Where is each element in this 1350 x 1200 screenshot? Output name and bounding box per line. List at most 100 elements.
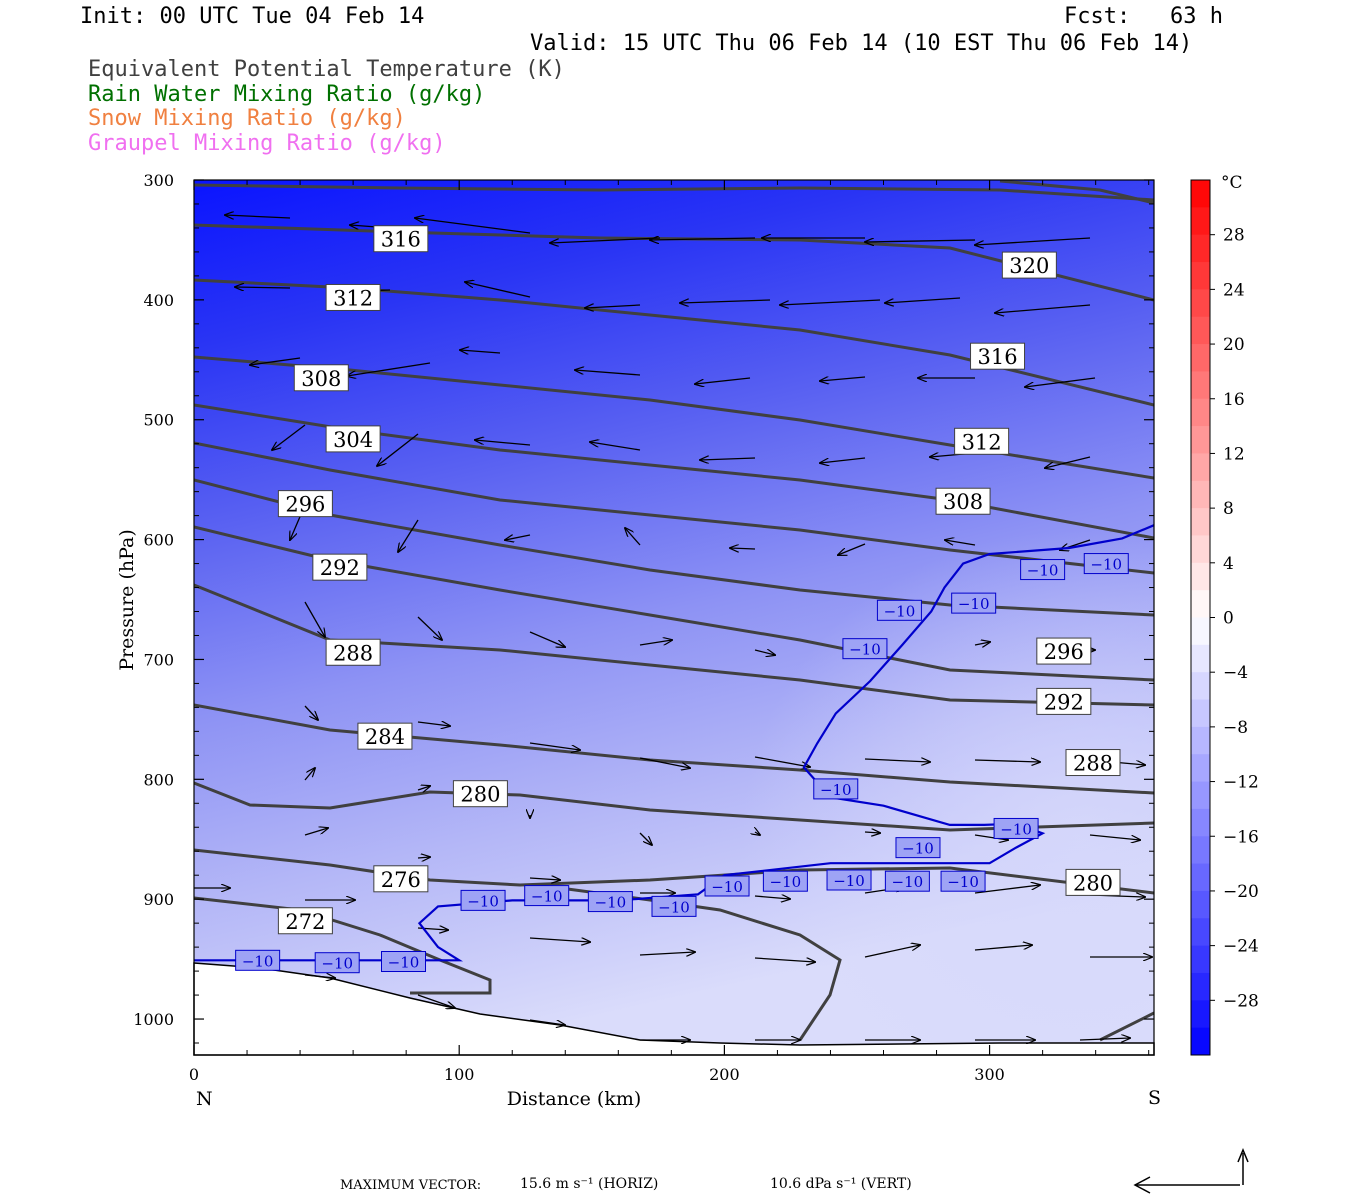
colorbar-swatch	[1191, 617, 1210, 646]
wind-vector	[974, 945, 1032, 951]
x-tick-label: 200	[709, 1065, 740, 1084]
isotherm-label-box	[884, 870, 930, 892]
theta-e-label-box	[293, 364, 349, 392]
theta-e-label-box	[954, 427, 1010, 455]
wind-vector	[529, 1019, 565, 1025]
isotherm-label-box	[762, 870, 808, 892]
wind-vector	[975, 237, 1091, 245]
y-tick-label: 300	[143, 171, 174, 190]
y-tick-label: 500	[143, 411, 174, 430]
wind-vector	[754, 896, 790, 899]
wind-vector	[1025, 377, 1096, 387]
isotherm-label: −10	[958, 595, 990, 613]
wind-vector	[1089, 834, 1140, 840]
wind-vector	[590, 442, 641, 451]
wind-vector	[1079, 1038, 1130, 1040]
wind-vector	[529, 878, 560, 880]
colorbar-swatch	[1191, 508, 1210, 536]
wind-vector	[475, 440, 531, 446]
colorbar-tick-label: 24	[1223, 280, 1245, 300]
theta-e-contour	[194, 183, 1154, 202]
theta-e-label: 292	[320, 556, 360, 580]
x-tick-label: 100	[444, 1065, 475, 1084]
isotherm-label-box	[940, 870, 986, 892]
theta-e-contour	[559, 886, 842, 1041]
axes: 300 400 500 600 700 800 900 1000 0 100 200 300 Dista…	[116, 171, 1161, 1110]
colorbar-swatch	[1191, 918, 1210, 947]
colorbar-swatch	[1191, 726, 1210, 755]
wind-vector	[838, 543, 866, 555]
isotherm-label: −10	[902, 840, 934, 858]
wind-vector	[465, 282, 531, 298]
wind-vector	[865, 240, 976, 242]
wind-vector	[585, 305, 641, 308]
x-end-label-right: S	[1148, 1087, 1161, 1109]
max-vector-horiz: 15.6 m s⁻¹ (HORIZ)	[520, 1176, 659, 1192]
wind-vector	[695, 377, 751, 384]
isotherm-label-box	[895, 837, 941, 859]
wind-vector	[529, 631, 565, 647]
theta-e-label: 312	[962, 430, 1002, 454]
wind-vector	[1045, 456, 1091, 468]
max-vector-label: MAXIMUM VECTOR:	[340, 1178, 482, 1193]
isotherm-label: −10	[595, 894, 627, 912]
colorbar-tick-label: 12	[1223, 444, 1245, 464]
theta-e-label: 320	[1009, 254, 1049, 278]
wind-vector	[995, 304, 1091, 313]
colorbar-tick-label: −4	[1223, 663, 1248, 683]
legend-theta-e: Equivalent Potential Temperature (K)	[88, 57, 565, 82]
wind-vector	[529, 742, 580, 750]
max-vector-vert: 10.6 dPa s⁻¹ (VERT)	[770, 1176, 912, 1192]
wind-vector	[864, 832, 880, 833]
colorbar-swatch	[1191, 972, 1210, 1001]
colorbar-swatch	[1191, 781, 1210, 810]
wind-vector	[550, 237, 661, 243]
isotherm-label-box	[826, 869, 872, 891]
colorbar-swatch	[1191, 262, 1210, 290]
x-end-label-left: N	[196, 1088, 213, 1110]
wind-vector	[780, 299, 881, 305]
theta-e-label-box	[452, 780, 508, 808]
theta-e-label-box	[277, 907, 333, 935]
isotherm-label: −10	[388, 954, 420, 972]
isotherm-label-box	[993, 817, 1039, 839]
isotherm-minus-10: −10 −10 −10−10 −10 −10 −10−10 −10 −10 −10 −10−10−…	[194, 524, 1155, 974]
wind-vector	[304, 975, 335, 978]
x-tick-label: 0	[189, 1065, 199, 1084]
wind-vector	[755, 832, 760, 835]
theta-e-label: 304	[333, 428, 373, 452]
theta-e-contour	[194, 355, 1154, 480]
legend-rain-water: Rain Water Mixing Ratio (g/kg)	[88, 82, 486, 107]
isotherm-label-box	[951, 592, 997, 614]
isotherm-label-box	[813, 778, 859, 800]
isotherm-label: −10	[849, 641, 881, 659]
isotherm-label: −10	[531, 888, 563, 906]
wind-vector	[885, 297, 961, 303]
colorbar-tick-label: −20	[1223, 882, 1259, 902]
wind-vector	[754, 957, 815, 962]
isotherm-label: −10	[321, 955, 353, 973]
wind-vector	[398, 519, 419, 552]
theta-e-label: 288	[1073, 752, 1113, 776]
isotherm-label: −10	[892, 873, 924, 891]
colorbar-swatch	[1191, 1000, 1210, 1029]
wind-vector	[680, 300, 771, 303]
theta-e-contour	[999, 180, 1154, 205]
colorbar-swatch	[1191, 890, 1210, 919]
wind-vector	[304, 705, 318, 720]
colorbar-tick-label: −24	[1223, 937, 1259, 957]
isotherm-label-box	[876, 599, 922, 621]
theta-e-label-box	[970, 342, 1026, 370]
max-vector-reference-arrows	[1133, 1148, 1249, 1194]
theta-e-contour	[1099, 1011, 1154, 1042]
theta-e-label-box	[1036, 687, 1092, 715]
theta-e-label-box	[373, 225, 429, 253]
isotherm-label: −10	[1090, 556, 1122, 574]
valid-time: Valid: 15 UTC Thu 06 Feb 14 (10 EST Thu …	[530, 31, 1193, 56]
theta-e-label: 272	[285, 910, 325, 934]
wind-vector	[415, 218, 531, 234]
wind-vector	[639, 640, 672, 646]
wind-vector	[235, 287, 291, 288]
colorbar-swatch	[1191, 644, 1210, 673]
wind-vector	[625, 528, 641, 546]
